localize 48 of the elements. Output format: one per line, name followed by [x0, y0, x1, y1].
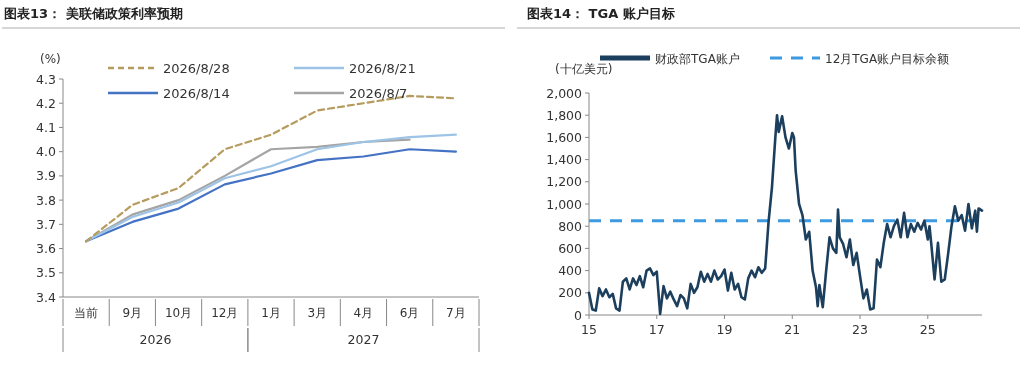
y-tick-label: 1,000: [546, 196, 583, 212]
x-tick-label: 19: [716, 322, 733, 337]
y-tick-label: 1,200: [546, 174, 583, 190]
x-tick-label: 7月: [446, 306, 466, 320]
y-tick-label: 1,400: [546, 152, 583, 168]
legend-label: 2026/8/7: [349, 85, 408, 101]
x-tick-label: 4月: [353, 306, 374, 320]
y-tick-label: 800: [558, 218, 583, 234]
y-tick-label: 600: [558, 240, 583, 256]
legend-label: 2026/8/14: [163, 85, 230, 101]
x-tick-label: 17: [648, 322, 665, 337]
x-tick-label: 12月: [211, 306, 239, 320]
y-tick-label: 400: [558, 263, 583, 279]
x-tick-label: 23: [852, 322, 868, 337]
text: 2027: [347, 332, 380, 347]
x-tick-label: 6月: [399, 306, 420, 320]
y-tick-label: 3.8: [36, 192, 57, 208]
legend-label: 2026/8/28: [163, 60, 230, 76]
text: 2026: [139, 332, 172, 347]
y-axis-title: (%): [40, 52, 61, 66]
x-tick-label: 21: [784, 322, 801, 337]
y-tick-label: 2,000: [546, 85, 583, 101]
legend-label: 2026/8/21: [349, 60, 416, 76]
y-tick-label: 1,600: [546, 129, 583, 145]
x-tick-label: 3月: [307, 306, 328, 320]
x-tick-label: 9月: [122, 306, 143, 320]
y-tick-label: 3.4: [36, 289, 57, 305]
y-tick-label: 3.7: [36, 216, 56, 232]
x-tick-label: 当前: [74, 306, 99, 320]
x-tick-label: 15: [581, 322, 597, 337]
y-tick-label: 200: [558, 285, 583, 301]
x-tick-label: 10月: [164, 306, 193, 320]
y-tick-label: 3.9: [36, 168, 57, 184]
y-tick-label: 3.6: [36, 241, 57, 257]
y-axis-title: (十亿美元): [555, 62, 613, 76]
y-tick-label: 4.0: [36, 144, 57, 160]
chart-title: 图表13： 美联储政策利率预期: [4, 6, 183, 21]
y-tick-label: 4.1: [36, 119, 56, 135]
legend-label: 财政部TGA账户: [655, 51, 740, 66]
y-tick-label: 1,800: [546, 107, 583, 123]
legend-label: 12月TGA账户目标余额: [825, 51, 950, 66]
y-tick-label: 0: [574, 307, 583, 323]
y-tick-label: 4.3: [36, 71, 56, 87]
chart-title: 图表14： TGA 账户目标: [527, 6, 675, 21]
y-tick-label: 3.5: [36, 265, 56, 281]
x-tick-label: 1月: [261, 306, 281, 320]
y-tick-label: 4.2: [36, 95, 56, 111]
x-tick-label: 25: [919, 322, 936, 337]
